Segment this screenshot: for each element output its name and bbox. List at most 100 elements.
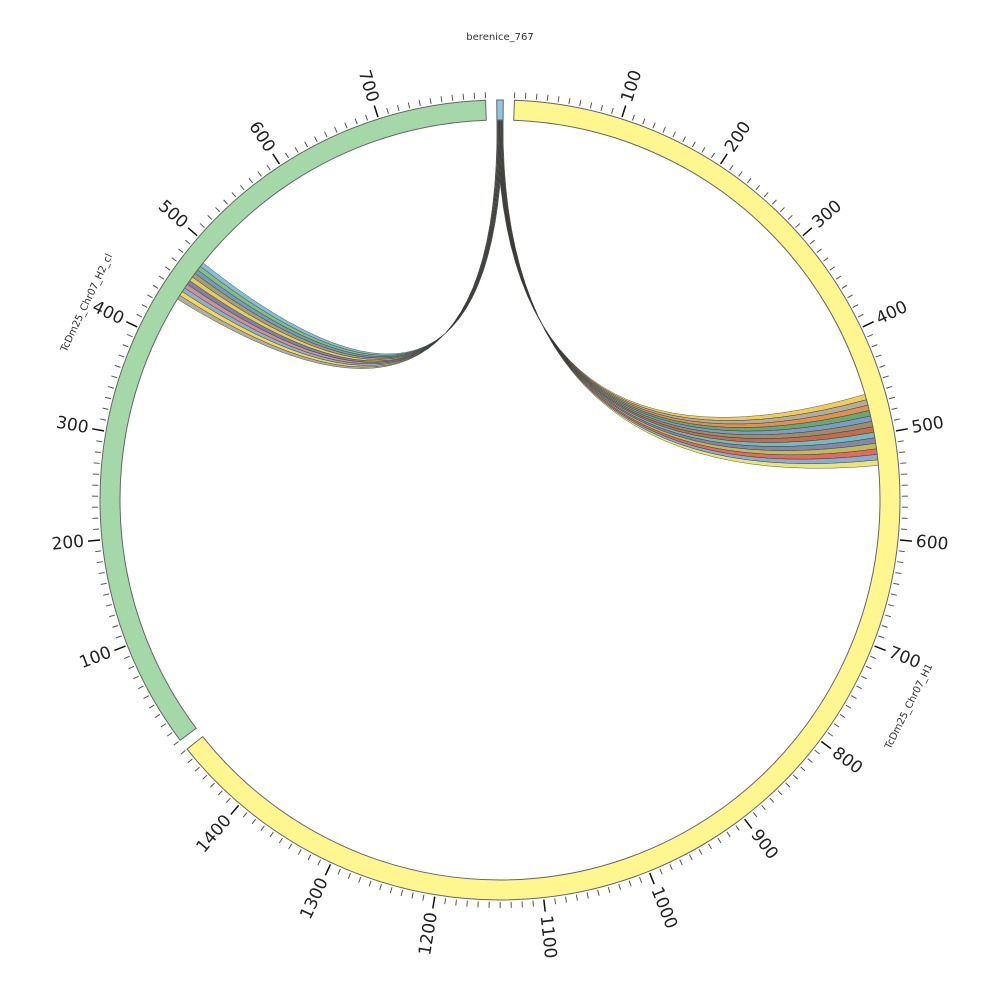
- minor-tick: [123, 655, 130, 660]
- minor-tick: [164, 266, 171, 271]
- tick-label: 1000: [646, 884, 681, 932]
- tick-label: 1200: [415, 911, 442, 957]
- minor-tick: [440, 96, 443, 103]
- major-tick: [187, 227, 198, 237]
- minor-tick: [746, 178, 752, 184]
- major-tick: [895, 428, 908, 432]
- minor-tick: [800, 766, 806, 772]
- minor-tick: [682, 136, 686, 143]
- minor-tick: [294, 146, 299, 153]
- minor-tick: [386, 107, 389, 114]
- minor-tick: [239, 184, 245, 191]
- minor-tick: [96, 440, 103, 443]
- minor-tick: [98, 571, 105, 575]
- minor-tick: [631, 114, 635, 121]
- minor-tick: [411, 892, 414, 899]
- minor-tick: [407, 102, 411, 109]
- minor-tick: [147, 294, 153, 299]
- major-tick: [649, 872, 655, 885]
- minor-tick: [217, 790, 223, 796]
- minor-tick: [639, 876, 643, 883]
- minor-tick: [314, 136, 318, 143]
- minor-tick: [143, 695, 150, 699]
- minor-tick: [209, 782, 215, 788]
- minor-tick: [735, 825, 740, 831]
- minor-tick: [126, 333, 133, 338]
- minor-tick: [199, 223, 205, 228]
- minor-tick: [96, 561, 103, 564]
- minor-tick: [111, 375, 118, 379]
- major-tick: [621, 105, 627, 118]
- minor-tick: [462, 93, 465, 100]
- minor-tick: [761, 804, 766, 811]
- tick-label: 300: [808, 196, 846, 232]
- minor-tick: [871, 344, 878, 348]
- minor-tick: [897, 561, 904, 564]
- major-tick: [432, 896, 436, 909]
- segment-arc: [496, 99, 504, 121]
- minor-tick: [347, 872, 351, 879]
- minor-tick: [710, 152, 715, 159]
- minor-tick: [652, 122, 656, 129]
- minor-tick: [628, 880, 632, 887]
- minor-tick: [589, 102, 593, 109]
- minor-tick: [102, 407, 109, 410]
- minor-tick: [223, 199, 229, 205]
- minor-tick: [160, 723, 167, 728]
- minor-tick: [358, 876, 362, 883]
- tick-label: 1300: [296, 875, 332, 923]
- minor-tick: [231, 192, 237, 198]
- minor-tick: [105, 604, 112, 607]
- minor-tick: [171, 257, 177, 262]
- major-tick: [324, 864, 332, 876]
- segment-arc: [99, 99, 487, 741]
- minor-tick: [368, 880, 372, 887]
- major-tick: [874, 645, 886, 652]
- minor-tick: [827, 732, 834, 737]
- major-tick: [719, 153, 728, 165]
- minor-tick: [307, 854, 312, 861]
- minor-tick: [429, 97, 432, 105]
- tick-label: 600: [915, 532, 949, 555]
- minor-tick: [202, 774, 208, 780]
- minor-tick: [158, 275, 165, 280]
- minor-tick: [882, 375, 889, 379]
- minor-tick: [389, 887, 393, 894]
- minor-tick: [679, 859, 683, 866]
- minor-tick: [600, 104, 604, 112]
- minor-tick: [870, 655, 877, 660]
- minor-tick: [885, 614, 892, 618]
- minor-tick: [845, 704, 852, 709]
- minor-tick: [607, 887, 611, 894]
- minor-tick: [738, 171, 743, 177]
- minor-tick: [777, 790, 783, 796]
- minor-tick: [867, 333, 874, 338]
- major-tick: [820, 740, 832, 750]
- minor-tick: [94, 451, 101, 454]
- major-tick: [272, 153, 281, 165]
- minor-tick: [337, 868, 341, 875]
- tick-label: 100: [77, 643, 115, 673]
- minor-tick: [829, 266, 836, 271]
- minor-tick: [138, 685, 144, 690]
- minor-tick: [251, 818, 257, 825]
- minor-tick: [879, 364, 886, 368]
- minor-tick: [729, 164, 734, 171]
- minor-tick: [100, 582, 107, 585]
- minor-tick: [422, 894, 425, 901]
- minor-tick: [618, 883, 622, 890]
- minor-tick: [568, 97, 571, 105]
- minor-tick: [136, 313, 143, 318]
- minor-tick: [875, 354, 882, 358]
- major-tick: [114, 645, 126, 652]
- minor-tick: [178, 248, 184, 253]
- minor-tick: [891, 407, 898, 410]
- minor-tick: [194, 766, 200, 772]
- minor-tick: [173, 741, 179, 746]
- minor-tick: [344, 122, 348, 129]
- minor-tick: [112, 625, 119, 628]
- minor-tick: [807, 758, 813, 763]
- minor-tick: [535, 93, 538, 100]
- minor-tick: [672, 131, 676, 138]
